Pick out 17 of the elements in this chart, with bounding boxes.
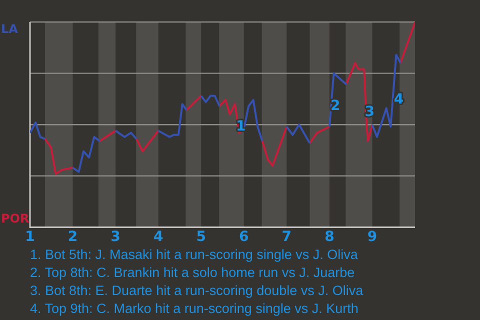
x-tick-label: 2 [68, 229, 78, 246]
x-tick-label: 1 [25, 229, 35, 246]
x-tick-label: 6 [239, 229, 249, 246]
x-tick-label: 9 [367, 229, 378, 246]
text: 1. Bot 5th: J. Masaki hit a run-scoring single vs J. Oliva [30, 246, 359, 264]
x-tick-label: 3 [110, 229, 120, 246]
text: 3. Bot 8th: E. Duarte hit a run-scoring double vs J. Oliva [30, 282, 364, 300]
x-tick-label: 7 [282, 229, 292, 246]
x-tick-label: 8 [324, 229, 334, 246]
text: 2. Top 8th: C. Brankin hit a solo home run vs J. Juarbe [30, 264, 356, 282]
annotation: 4 [394, 92, 404, 108]
text: LA [1, 22, 19, 36]
annotation: 2 [330, 98, 340, 114]
x-tick-label: 4 [153, 229, 164, 246]
x-tick-label: 5 [196, 229, 206, 246]
text: POR [1, 211, 30, 226]
text: 4. Top 9th: C. Marko hit a run-scoring single vs J. Kurth [30, 300, 360, 318]
